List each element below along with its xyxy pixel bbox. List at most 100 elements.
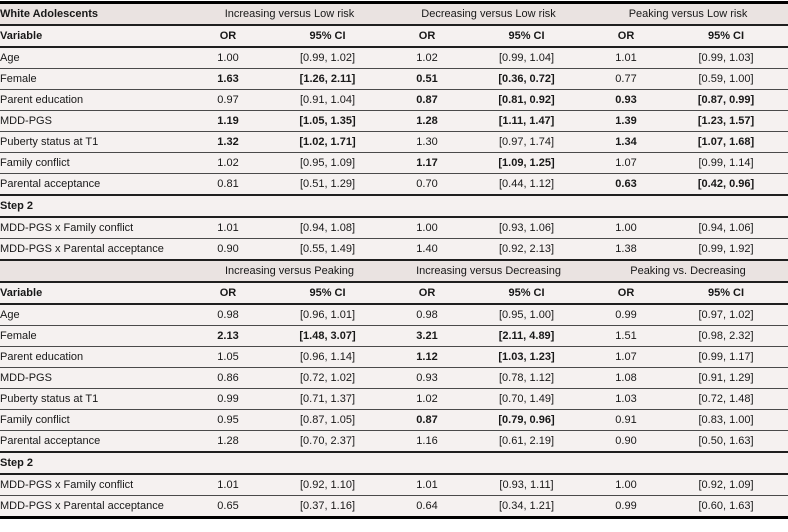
ci-value: [0.59, 1.00]	[664, 68, 788, 90]
variable-label: MDD-PGS	[0, 367, 190, 389]
or-value: 0.98	[389, 304, 466, 326]
table-row: MDD-PGS x Parental acceptance 0.65 [0.37, …	[0, 495, 788, 518]
or-value: 1.03	[588, 388, 665, 410]
results-table-body: White Adolescents Increasing versus Low r…	[0, 1, 788, 518]
ci-value: [1.11, 1.47]	[465, 110, 589, 132]
empty-cell	[588, 451, 665, 475]
group-header: Increasing versus Decreasing	[389, 259, 589, 283]
or-value: 1.01	[190, 217, 266, 239]
or-value: 1.01	[389, 474, 466, 496]
ci-column-header: 95% CI	[465, 282, 589, 305]
or-value: 0.99	[588, 304, 665, 326]
or-value: 0.63	[588, 173, 665, 196]
or-value: 1.02	[190, 152, 266, 174]
or-value: 1.07	[588, 152, 665, 174]
empty-cell	[588, 194, 665, 218]
group-header-row: White Adolescents Increasing versus Low r…	[0, 1, 788, 26]
ci-value: [0.97, 1.02]	[664, 304, 788, 326]
or-value: 1.05	[190, 346, 266, 368]
ci-value: [0.81, 0.92]	[465, 89, 589, 111]
ci-column-header: 95% CI	[465, 25, 589, 48]
or-value: 1.40	[389, 238, 466, 261]
step2-label: Step 2	[0, 194, 190, 218]
ci-value: [0.51, 1.29]	[266, 173, 390, 196]
variable-label: MDD-PGS x Parental acceptance	[0, 238, 190, 261]
ci-value: [0.95, 1.09]	[266, 152, 390, 174]
ci-value: [0.61, 2.19]	[465, 430, 589, 453]
or-value: 0.70	[389, 173, 466, 196]
or-value: 1.63	[190, 68, 266, 90]
or-value: 0.87	[389, 89, 466, 111]
or-value: 0.64	[389, 495, 466, 518]
group-header: Increasing versus Peaking	[190, 259, 390, 283]
ci-value: [1.05, 1.35]	[266, 110, 390, 132]
variable-column-header: Variable	[0, 282, 190, 305]
table-row: Parental acceptance 0.81 [0.51, 1.29] 0.70[…	[0, 173, 788, 196]
ci-value: [0.99, 1.92]	[664, 238, 788, 261]
group-header-row: Increasing versus Peaking Increasing vers…	[0, 259, 788, 283]
or-value: 1.39	[588, 110, 665, 132]
ci-value: [0.60, 1.63]	[664, 495, 788, 518]
variable-label: MDD-PGS	[0, 110, 190, 132]
ci-value: [0.97, 1.74]	[465, 131, 589, 153]
variable-label: Puberty status at T1	[0, 131, 190, 153]
ci-value: [0.37, 1.16]	[266, 495, 390, 518]
empty-cell	[389, 194, 466, 218]
or-value: 1.08	[588, 367, 665, 389]
empty-cell	[389, 451, 466, 475]
or-value: 0.65	[190, 495, 266, 518]
ci-value: [2.11, 4.89]	[465, 325, 589, 347]
variable-column-header: Variable	[0, 25, 190, 48]
empty-cell	[664, 451, 788, 475]
group-header: Peaking versus Low risk	[588, 1, 788, 26]
group-header: Peaking vs. Decreasing	[588, 259, 788, 283]
step2-header-row: Step 2	[0, 194, 788, 218]
or-value: 0.93	[389, 367, 466, 389]
variable-label: Family conflict	[0, 409, 190, 431]
ci-value: [0.91, 1.04]	[266, 89, 390, 111]
variable-label: Age	[0, 47, 190, 69]
ci-value: [0.91, 1.29]	[664, 367, 788, 389]
or-value: 1.19	[190, 110, 266, 132]
ci-value: [0.92, 1.09]	[664, 474, 788, 496]
variable-label: Parent education	[0, 346, 190, 368]
or-column-header: OR	[190, 282, 266, 305]
ci-value: [0.42, 0.96]	[664, 173, 788, 196]
or-value: 1.00	[588, 474, 665, 496]
results-table: White Adolescents Increasing versus Low r…	[0, 1, 788, 519]
ci-value: [0.50, 1.63]	[664, 430, 788, 453]
or-value: 0.51	[389, 68, 466, 90]
ci-value: [0.99, 1.17]	[664, 346, 788, 368]
ci-value: [1.26, 2.11]	[266, 68, 390, 90]
empty-cell	[190, 194, 266, 218]
ci-value: [0.93, 1.06]	[465, 217, 589, 239]
or-value: 1.00	[190, 47, 266, 69]
table-row: MDD-PGS x Family conflict 1.01 [0.92, 1.10…	[0, 474, 788, 496]
or-value: 1.32	[190, 131, 266, 153]
variable-label: MDD-PGS x Family conflict	[0, 217, 190, 239]
or-value: 1.34	[588, 131, 665, 153]
ci-value: [1.09, 1.25]	[465, 152, 589, 174]
or-value: 0.87	[389, 409, 466, 431]
ci-value: [1.48, 3.07]	[266, 325, 390, 347]
ci-value: [0.99, 1.03]	[664, 47, 788, 69]
section-title	[0, 259, 190, 283]
empty-cell	[465, 451, 589, 475]
ci-value: [0.78, 1.12]	[465, 367, 589, 389]
ci-value: [0.93, 1.11]	[465, 474, 589, 496]
table-row: MDD-PGS x Parental acceptance 0.90 [0.55, …	[0, 238, 788, 261]
ci-column-header: 95% CI	[664, 282, 788, 305]
or-value: 1.51	[588, 325, 665, 347]
variable-label: Female	[0, 68, 190, 90]
table-row: Family conflict 0.95 [0.87, 1.05] 0.87 [0.79…	[0, 409, 788, 431]
ci-value: [0.96, 1.01]	[266, 304, 390, 326]
or-value: 0.99	[190, 388, 266, 410]
or-value: 0.90	[588, 430, 665, 453]
table-row: Parent education 1.05 [0.96, 1.14] 1.12 [1.0…	[0, 346, 788, 368]
table-row: Parent education 0.97 [0.91, 1.04] 0.87 [0.8…	[0, 89, 788, 111]
ci-value: [0.94, 1.08]	[266, 217, 390, 239]
ci-value: [1.02, 1.71]	[266, 131, 390, 153]
or-value: 0.90	[190, 238, 266, 261]
ci-column-header: 95% CI	[266, 25, 390, 48]
ci-value: [0.92, 2.13]	[465, 238, 589, 261]
